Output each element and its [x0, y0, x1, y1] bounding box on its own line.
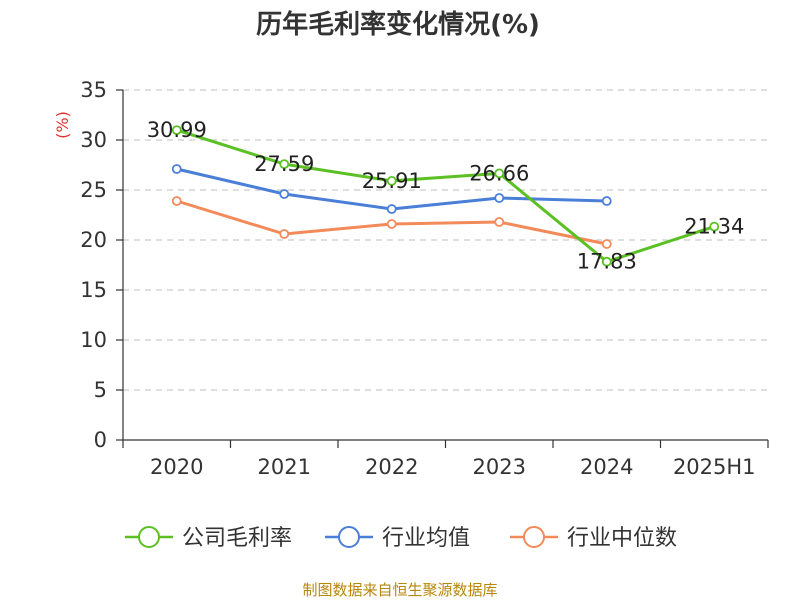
legend-label: 行业中位数 [567, 526, 677, 551]
data-point [601, 239, 612, 249]
data-label: 25.91 [362, 169, 422, 193]
data-label: 30.99 [147, 118, 207, 142]
y-tick-label: 10 [80, 328, 107, 352]
data-label: 21.34 [684, 215, 744, 239]
y-tick-label: 5 [94, 378, 107, 402]
series-line [176, 128, 715, 264]
y-tick-label: 0 [94, 428, 107, 452]
gridlines [123, 89, 768, 391]
data-point [171, 164, 182, 174]
data-point [601, 256, 612, 267]
x-tick-label: 2022 [365, 455, 418, 479]
y-tick-labels: 0 5 10 15 20 25 30 35 [80, 78, 107, 452]
x-tick-labels: 2020 2021 2022 2023 2024 2025H1 [150, 455, 756, 479]
legend-marker [138, 526, 160, 548]
chart-title: 历年毛利率变化情况(%) [256, 9, 540, 40]
axes [116, 89, 769, 448]
y-tick-label: 30 [80, 128, 107, 152]
data-point [386, 219, 397, 229]
data-point [279, 159, 290, 170]
y-tick-label: 35 [80, 78, 107, 102]
x-tick-label: 2020 [150, 455, 203, 479]
legend-marker [338, 526, 360, 548]
legend-label: 公司毛利率 [182, 526, 292, 551]
x-tick-label: 2024 [580, 455, 633, 479]
data-point [494, 193, 505, 203]
data-point [386, 204, 397, 214]
y-tick-label: 15 [80, 278, 107, 302]
legend-label: 行业均值 [382, 526, 470, 551]
legend-item: 行业均值 [325, 526, 470, 551]
y-tick-label: 20 [80, 228, 107, 252]
y-axis-label: (%) [53, 111, 72, 139]
data-label: 26.66 [469, 161, 529, 185]
data-label: 27.59 [254, 152, 314, 176]
data-labels: 30.99 27.59 25.91 26.66 17.83 21.34 [147, 118, 745, 274]
data-point [709, 221, 720, 232]
data-point [494, 168, 505, 179]
y-tick-label: 25 [80, 178, 107, 202]
x-tick-label: 2023 [473, 455, 526, 479]
series-2 [171, 164, 612, 214]
legend: 公司毛利率 行业均值 行业中位数 [125, 526, 677, 551]
legend-item: 公司毛利率 [125, 526, 292, 551]
series-3 [171, 196, 612, 249]
data-point [494, 217, 505, 227]
data-point [601, 196, 612, 206]
x-tick-label: 2021 [258, 455, 311, 479]
series-group [171, 125, 720, 267]
legend-marker [523, 526, 545, 548]
data-point [171, 125, 182, 136]
data-point [279, 189, 290, 199]
x-tick-label: 2025H1 [673, 455, 756, 479]
source-note: 制图数据来自恒生聚源数据库 [302, 581, 497, 599]
data-point [171, 196, 182, 206]
data-point [386, 175, 397, 186]
series-1 [171, 125, 720, 267]
legend-item: 行业中位数 [510, 526, 677, 551]
data-label: 17.83 [577, 250, 637, 274]
data-point [279, 229, 290, 239]
